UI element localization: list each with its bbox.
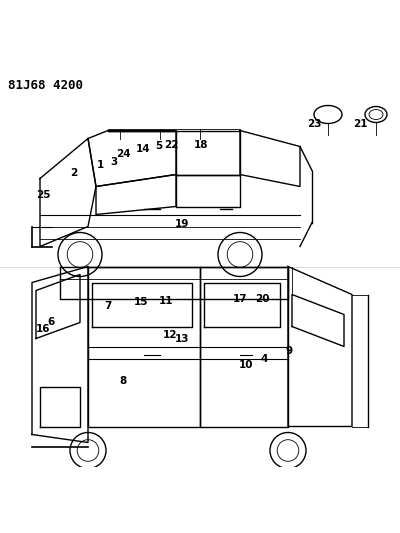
Text: 20: 20 [255,294,269,303]
Text: 4: 4 [260,353,268,364]
Text: 18: 18 [194,140,208,150]
Text: 22: 22 [164,140,178,150]
Text: 24: 24 [116,149,130,159]
Text: 14: 14 [136,144,150,154]
Text: 17: 17 [233,294,247,304]
Text: 8: 8 [120,376,127,385]
Text: 5: 5 [156,141,163,151]
Text: 19: 19 [175,219,189,229]
Text: 12: 12 [163,329,177,340]
Text: 21: 21 [353,119,367,129]
Text: 3: 3 [110,157,118,167]
Text: 15: 15 [134,297,148,306]
Text: 16: 16 [36,324,50,334]
Text: 10: 10 [239,359,253,369]
Text: 9: 9 [285,345,292,356]
Text: 13: 13 [175,334,189,344]
Text: 2: 2 [70,167,78,177]
Text: 11: 11 [159,295,173,305]
Text: 1: 1 [96,159,104,169]
Text: 23: 23 [307,119,321,129]
Text: 25: 25 [36,190,50,200]
Text: 7: 7 [104,301,112,311]
Text: 81J68 4200: 81J68 4200 [8,78,83,92]
Text: 6: 6 [48,317,55,327]
